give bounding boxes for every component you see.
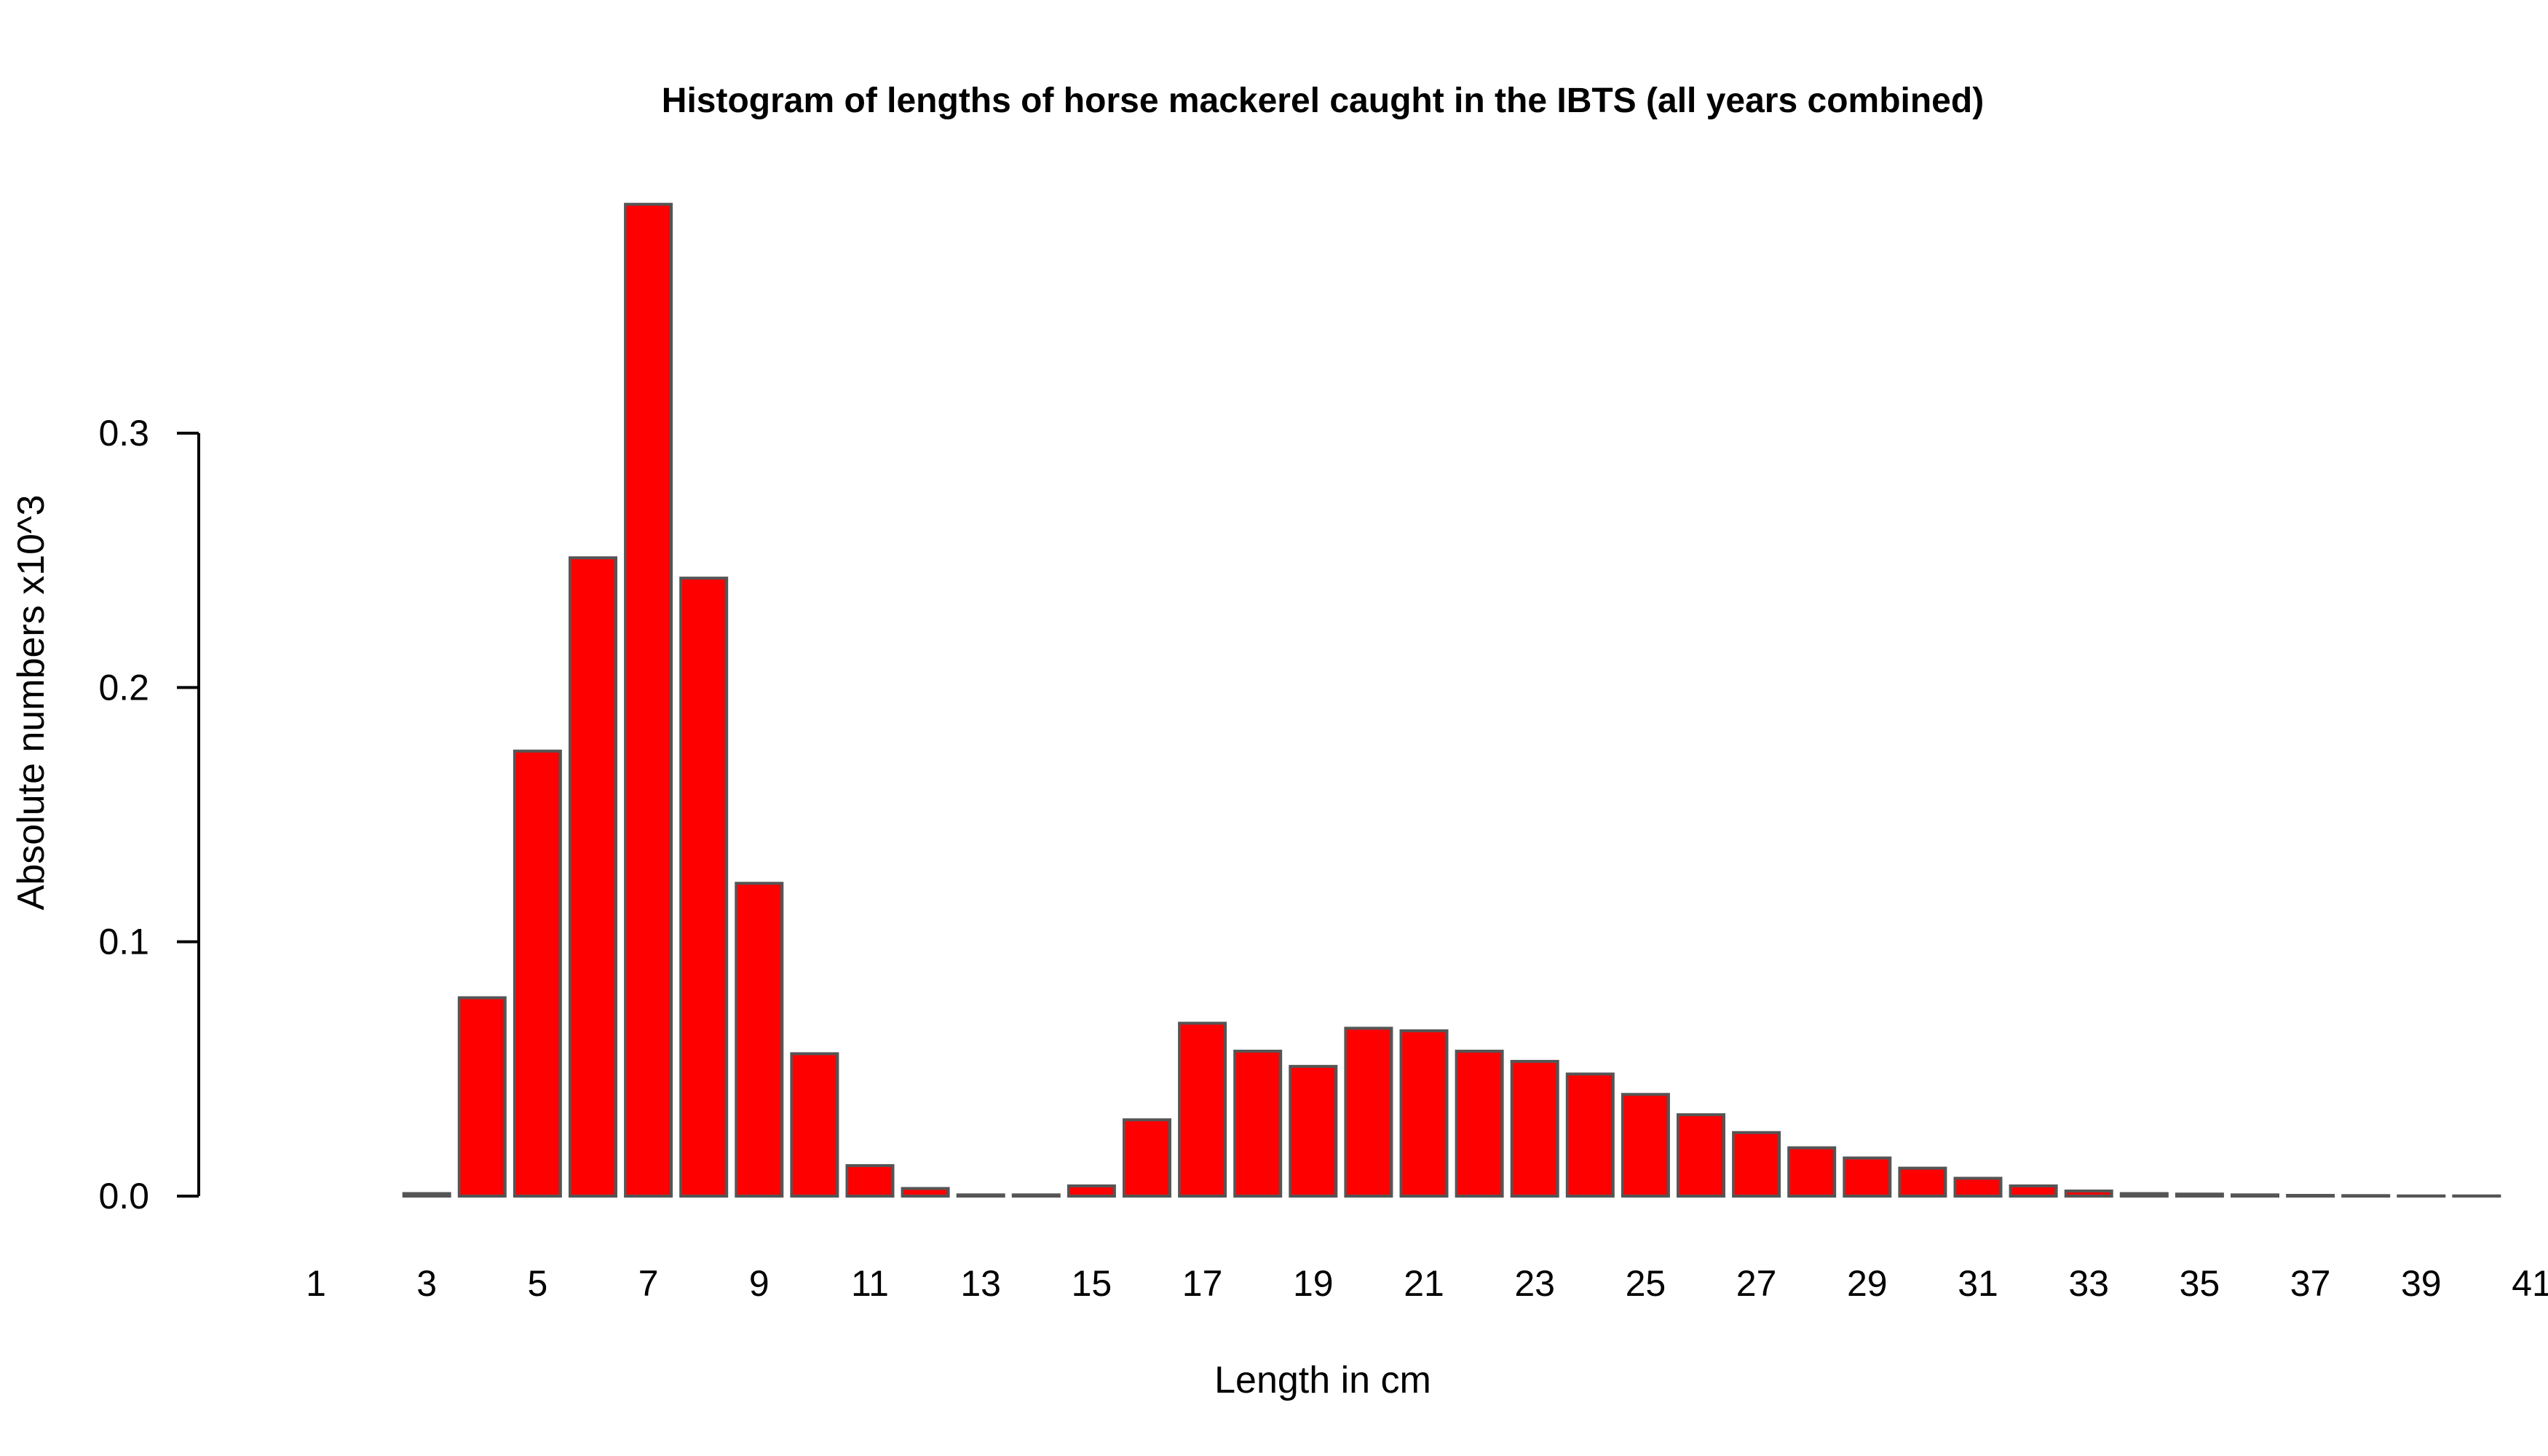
bar-8 bbox=[679, 577, 729, 1198]
bar-22 bbox=[1455, 1049, 1504, 1198]
x-tick-label: 23 bbox=[1514, 1263, 1555, 1304]
x-tick-label: 35 bbox=[2180, 1263, 2220, 1304]
bar-31 bbox=[1953, 1176, 2003, 1198]
x-tick-label: 37 bbox=[2290, 1263, 2331, 1304]
x-tick-label: 39 bbox=[2401, 1263, 2442, 1304]
x-tick-label: 19 bbox=[1293, 1263, 1334, 1304]
bar-37 bbox=[2286, 1194, 2335, 1198]
bar-34 bbox=[2119, 1192, 2169, 1198]
x-tick-label: 31 bbox=[1958, 1263, 1998, 1304]
x-tick-label: 21 bbox=[1404, 1263, 1444, 1304]
x-tick-label: 27 bbox=[1736, 1263, 1777, 1304]
bar-10 bbox=[790, 1052, 839, 1198]
bar-35 bbox=[2175, 1192, 2224, 1198]
bars bbox=[402, 202, 2501, 1198]
x-tick-label: 13 bbox=[960, 1263, 1001, 1304]
x-tick-label: 17 bbox=[1182, 1263, 1223, 1304]
x-tick-label: 3 bbox=[416, 1263, 437, 1304]
x-tick-label: 11 bbox=[851, 1263, 889, 1304]
y-axis: 0.0 0.1 0.2 0.3 bbox=[98, 413, 200, 1216]
x-tick-label: 15 bbox=[1072, 1263, 1112, 1304]
x-tick-label: 5 bbox=[527, 1263, 547, 1304]
bar-27 bbox=[1732, 1131, 1781, 1198]
bar-14 bbox=[1011, 1193, 1061, 1198]
bar-23 bbox=[1510, 1059, 1559, 1198]
x-tick-label: 7 bbox=[638, 1263, 659, 1304]
bar-20 bbox=[1344, 1026, 1393, 1198]
y-tick-label: 0.0 bbox=[98, 1176, 149, 1216]
bar-4 bbox=[457, 996, 507, 1198]
x-tick-label: 41 bbox=[2512, 1263, 2548, 1304]
bar-33 bbox=[2064, 1190, 2113, 1198]
bar-21 bbox=[1399, 1029, 1449, 1198]
y-tick-label: 0.1 bbox=[98, 922, 149, 962]
y-tick-label: 0.3 bbox=[98, 413, 149, 454]
bar-15 bbox=[1067, 1184, 1116, 1198]
chart-title: Histogram of lengths of horse mackerel c… bbox=[662, 82, 1984, 120]
x-tick-label: 1 bbox=[306, 1263, 326, 1304]
x-tick-label: 33 bbox=[2068, 1263, 2109, 1304]
x-tick-label: 9 bbox=[749, 1263, 769, 1304]
y-tick-label: 0.2 bbox=[98, 667, 149, 708]
bar-30 bbox=[1898, 1166, 1947, 1198]
bar-19 bbox=[1289, 1064, 1338, 1198]
bar-12 bbox=[901, 1187, 950, 1198]
x-axis-ticks: 1 3 5 7 9 11 13 15 17 19 21 23 25 27 29 31 33 35 37 39 41 bbox=[306, 1263, 2548, 1304]
bar-24 bbox=[1565, 1072, 1615, 1198]
bar-5 bbox=[513, 749, 562, 1198]
bar-3 bbox=[402, 1192, 451, 1198]
bar-13 bbox=[956, 1193, 1005, 1198]
bar-32 bbox=[2009, 1184, 2058, 1198]
bar-18 bbox=[1233, 1049, 1283, 1198]
bar-17 bbox=[1178, 1021, 1227, 1198]
bar-16 bbox=[1123, 1118, 1171, 1198]
bar-7 bbox=[624, 202, 673, 1198]
bar-26 bbox=[1677, 1113, 1725, 1198]
x-tick-label: 25 bbox=[1626, 1263, 1666, 1304]
bar-9 bbox=[735, 882, 784, 1198]
bar-28 bbox=[1787, 1146, 1837, 1198]
bar-29 bbox=[1843, 1156, 1892, 1198]
bar-36 bbox=[2231, 1193, 2279, 1198]
y-axis-label: Absolute numbers x10^3 bbox=[10, 495, 52, 911]
bar-25 bbox=[1621, 1093, 1670, 1198]
x-tick-label: 29 bbox=[1847, 1263, 1888, 1304]
bar-38 bbox=[2341, 1194, 2391, 1198]
bar-6 bbox=[569, 556, 617, 1198]
x-axis-label: Length in cm bbox=[1214, 1359, 1431, 1401]
bar-11 bbox=[845, 1164, 895, 1198]
